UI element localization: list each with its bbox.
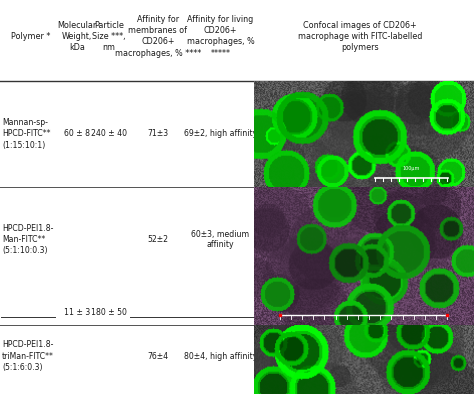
Text: 240 ± 40: 240 ± 40 [91, 130, 127, 138]
Text: Polymer *: Polymer * [11, 32, 51, 41]
Text: HPCD-PEI1.8-
triMan-FITC**
(5:1:6:0.3): HPCD-PEI1.8- triMan-FITC** (5:1:6:0.3) [2, 340, 54, 372]
Text: 71±3: 71±3 [147, 130, 168, 138]
Text: Affinity for living
CD206+
macrophages, %
*****: Affinity for living CD206+ macrophages, … [187, 15, 254, 58]
Text: 69±2, high affinity: 69±2, high affinity [184, 130, 257, 138]
Text: Molecular
Weight,
kDa: Molecular Weight, kDa [58, 21, 97, 52]
Text: Particle
Size ***,
nm: Particle Size ***, nm [92, 21, 126, 52]
Text: 11 ± 3: 11 ± 3 [64, 308, 91, 316]
Text: HPCD-PEI1.8-
Man-FITC**
(5:1:10:0.3): HPCD-PEI1.8- Man-FITC** (5:1:10:0.3) [2, 224, 53, 255]
Text: Mannan-sp-
HPCD-FITC**
(1:15:10:1): Mannan-sp- HPCD-FITC** (1:15:10:1) [2, 118, 50, 150]
Text: 52±2: 52±2 [147, 235, 168, 244]
Text: 60 ± 8: 60 ± 8 [64, 130, 90, 138]
Text: 80±4, high affinity: 80±4, high affinity [184, 351, 257, 361]
Text: 180 ± 50: 180 ± 50 [91, 308, 127, 316]
Text: Confocal images of CD206+
macrophage with FITC-labelled
polymers: Confocal images of CD206+ macrophage wit… [298, 21, 422, 52]
Text: Affinity for
membranes of
CD206+
macrophages, % ****: Affinity for membranes of CD206+ macroph… [115, 15, 201, 58]
Text: 76±4: 76±4 [147, 351, 168, 361]
Text: 60±3, medium
affinity: 60±3, medium affinity [191, 230, 249, 249]
